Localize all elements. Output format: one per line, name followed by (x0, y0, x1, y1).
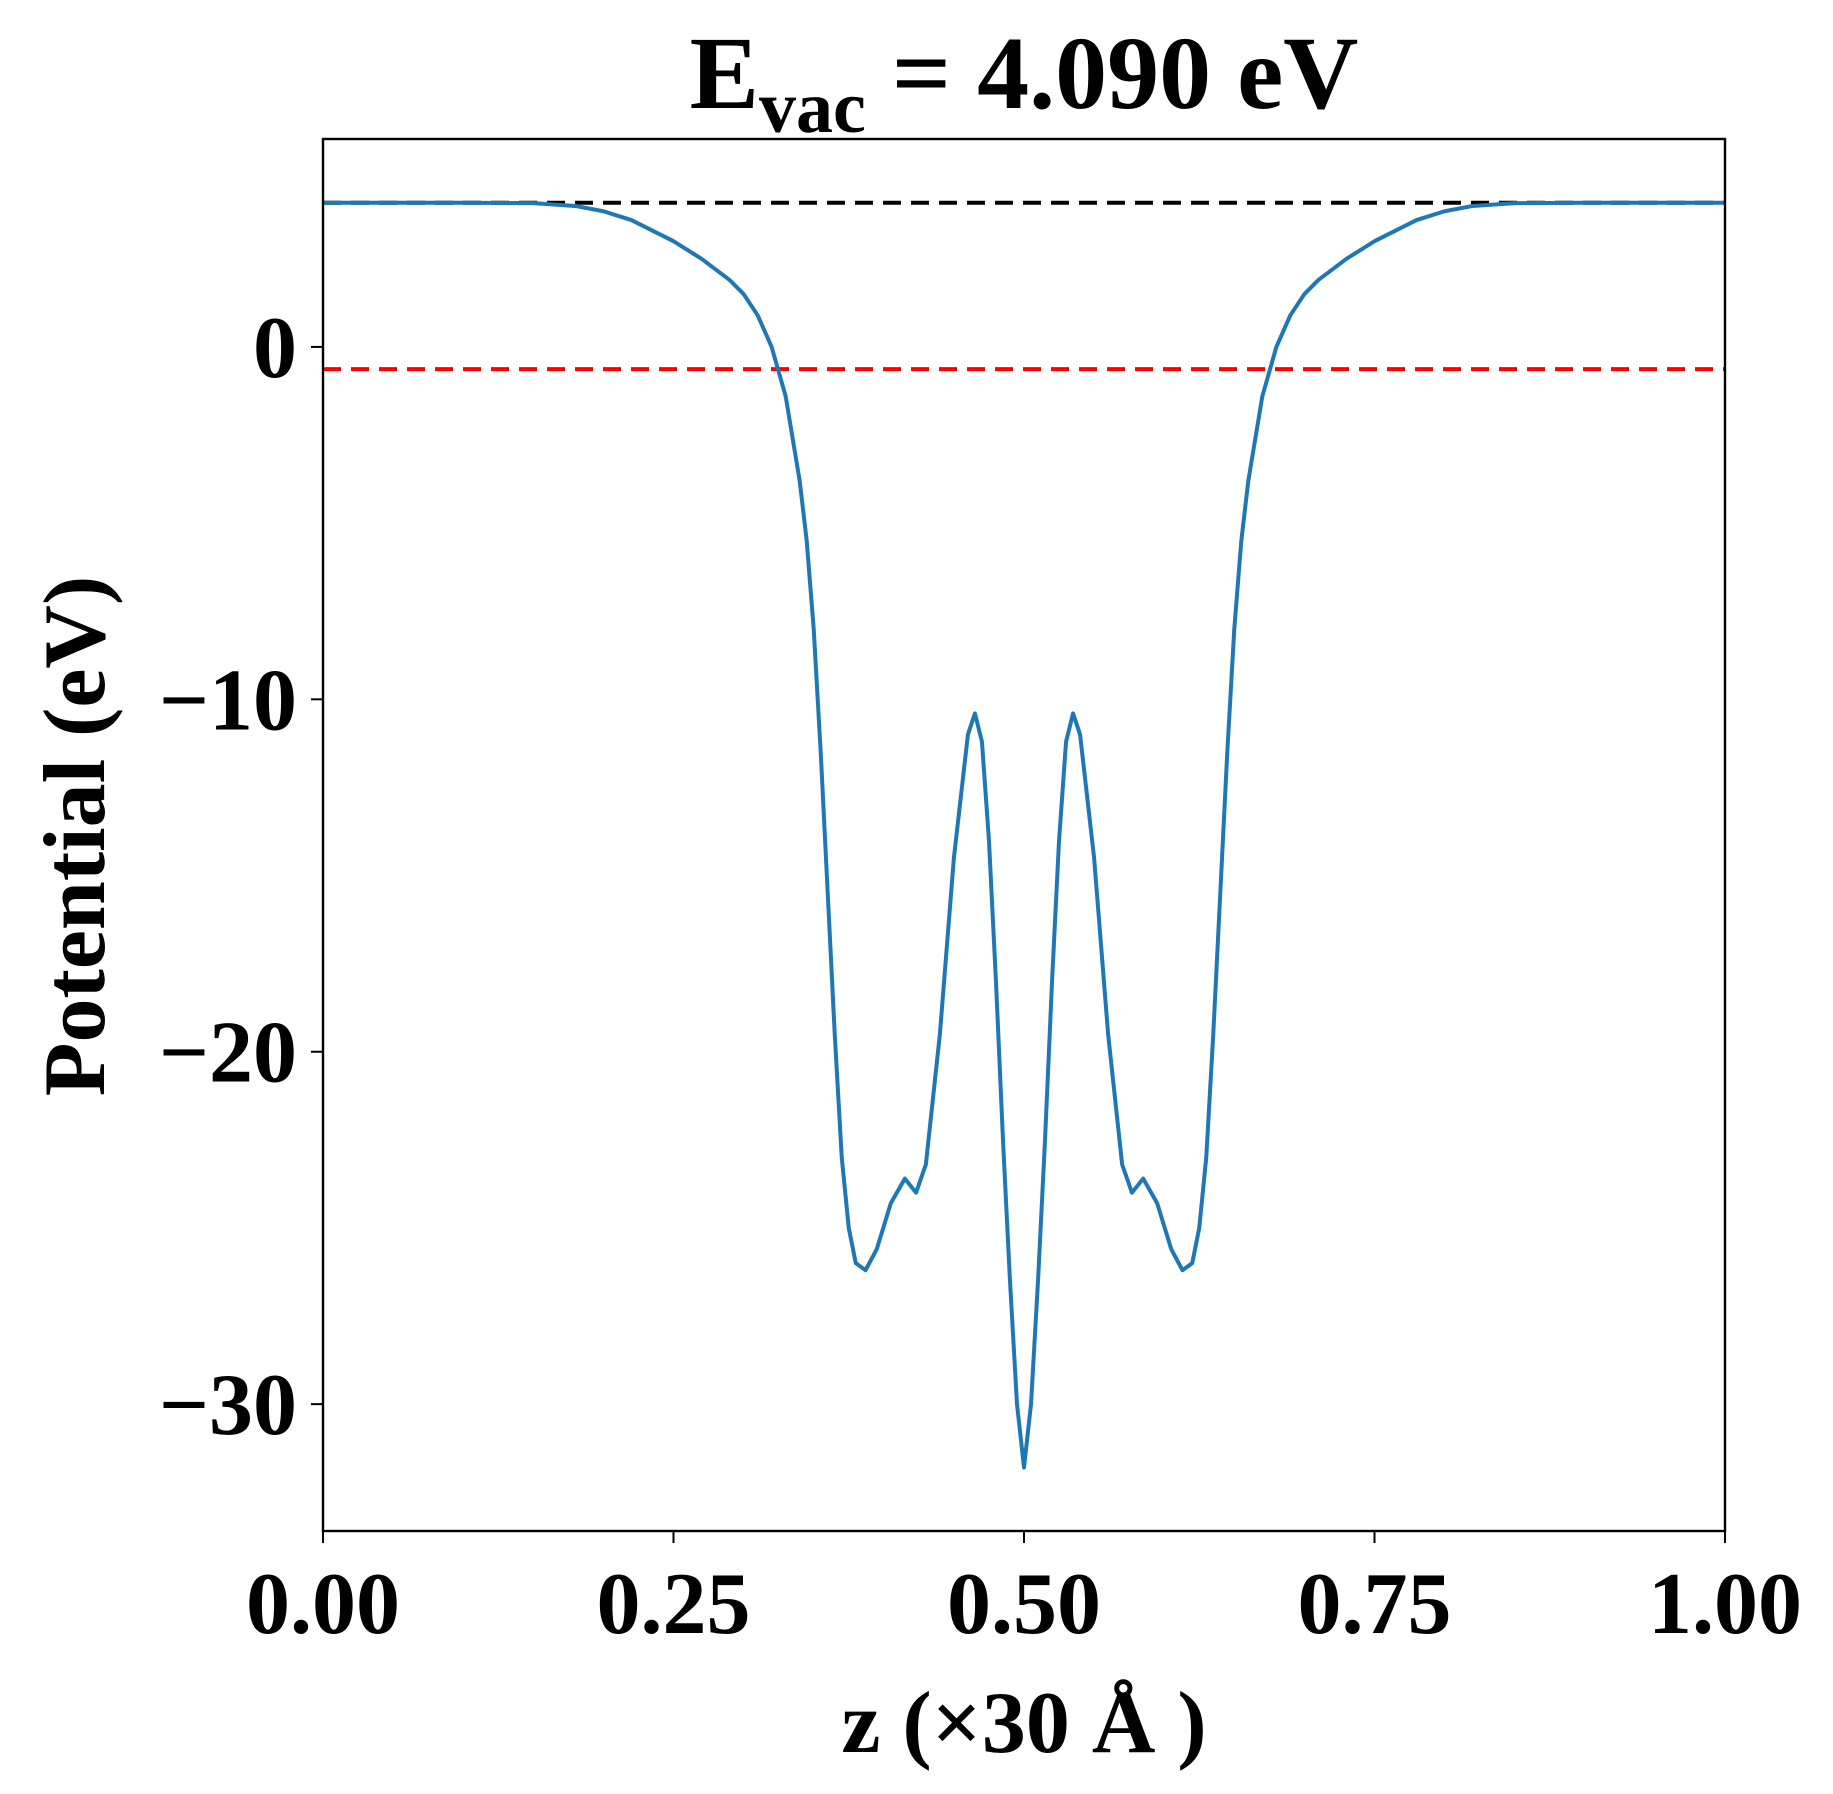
plot-frame (321, 137, 1727, 1533)
y-tick-label: 0 (253, 300, 297, 397)
y-tick-label: −30 (159, 1357, 297, 1454)
y-tick-label: −10 (159, 652, 297, 749)
y-axis-label: Potential (eV) (27, 576, 124, 1096)
data-line (323, 200, 1725, 1470)
x-tick-label: 0.75 (1298, 1556, 1452, 1653)
x-tick-label: 1.00 (1648, 1556, 1802, 1653)
chart-title: Evac = 4.090 eV (690, 16, 1359, 149)
title-sub: vac (759, 67, 866, 149)
title-rest: = 4.090 eV (866, 16, 1359, 131)
x-tick-label: 0.50 (947, 1556, 1101, 1653)
title-main: E (690, 16, 759, 131)
y-tick-label: −20 (159, 1005, 297, 1102)
x-tick-label: 0.25 (597, 1556, 751, 1653)
x-axis-label: z (×30 Å ) (841, 1675, 1206, 1772)
x-tick-label: 0.00 (246, 1556, 400, 1653)
